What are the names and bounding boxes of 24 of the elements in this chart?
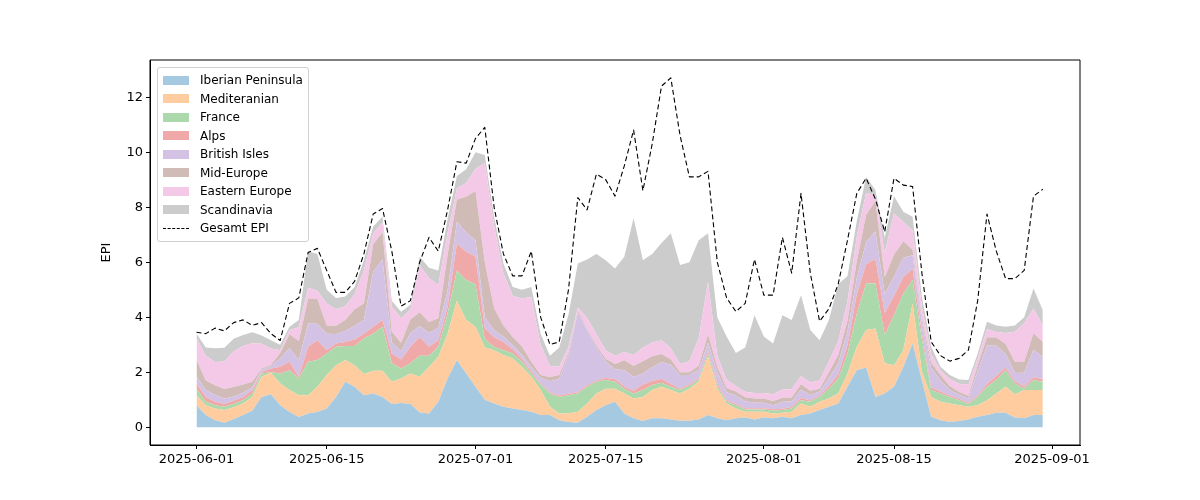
legend-label: Mid-Europe [200,165,268,180]
y-tick-label: 10 [126,143,143,159]
y-tick-label: 6 [134,253,143,269]
y-tick-label: 8 [134,198,143,214]
y-tick-label: 2 [134,363,143,379]
x-tick-label: 2025-08-15 [856,451,932,467]
legend-label: Scandinavia [200,202,273,217]
legend-label: Alps [200,128,226,143]
legend-label: France [200,110,240,125]
x-tick-label: 2025-09-01 [1014,451,1090,467]
legend-label: Iberian Peninsula [200,73,303,88]
y-axis-title: EPI [98,242,114,263]
x-tick-label: 2025-06-15 [288,451,365,467]
y-tick-label: 0 [134,418,143,434]
x-tick-label: 2025-07-01 [437,451,514,467]
x-tick-label: 2025-07-15 [567,451,644,467]
x-tick-label: 2025-06-01 [158,451,235,467]
y-tick-label: 4 [134,308,143,324]
legend-label: Eastern Europe [200,184,292,199]
legend-label: British Isles [200,147,269,162]
legend-label: Mediteranian [200,91,279,106]
legend-label: Gesamt EPI [200,221,269,236]
y-tick-label: 12 [126,88,143,104]
x-tick-label: 2025-08-01 [726,451,802,467]
